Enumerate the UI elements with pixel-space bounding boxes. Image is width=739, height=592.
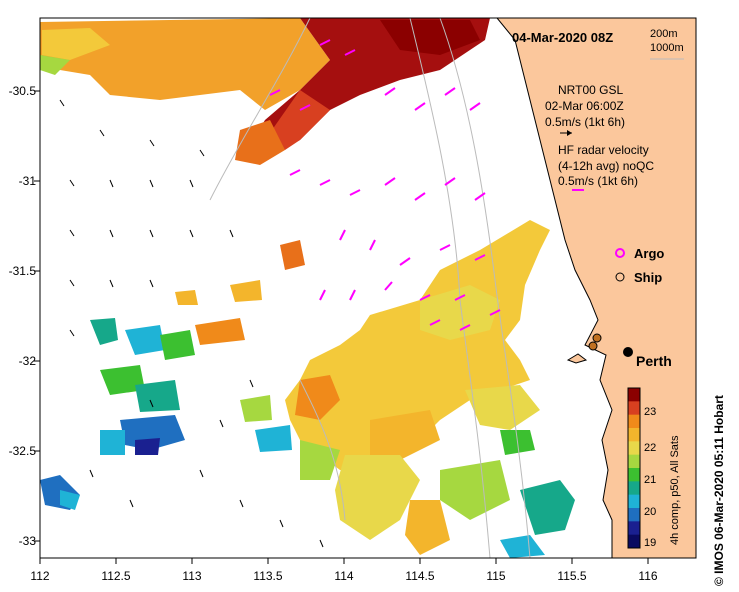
colorbar-label: 4h comp, p50, All Sats [669,435,681,545]
radar-vectors [269,39,501,331]
y-tick-31: -31 [19,174,37,188]
depth-contours [209,17,531,559]
colorbar-tick-22: 22 [644,442,656,454]
colorbar-segment [628,388,640,402]
current-legend-line1: NRT00 GSL [558,83,623,97]
map-title: 04-Mar-2020 08Z [512,30,613,45]
tick-marks [34,90,649,564]
ship-marker-icon [615,272,625,282]
y-tick-33: -33 [19,534,37,548]
radar-legend-line2: (4-12h avg) noQC [558,159,654,173]
x-tick-112-5: 112.5 [101,569,130,583]
colorbar-tick-20: 20 [644,506,656,518]
colorbar-segment [628,468,640,482]
y-tick-32: -32 [19,354,37,368]
radar-legend-line3: 0.5m/s (1kt 6h) [558,174,638,188]
depth-legend-1000m: 1000m [650,42,684,54]
colorbar-tick-23: 23 [644,406,656,418]
argo-marker-icon [615,248,625,258]
x-tick-115-5: 115.5 [557,569,586,583]
colorbar-segment [628,454,640,469]
colorbar-tick-21: 21 [644,474,656,486]
current-legend-line3: 0.5m/s (1kt 6h) [545,115,625,129]
argo-label: Argo [634,246,664,261]
colorbar-segment [628,441,640,456]
x-tick-114-5: 114.5 [405,569,434,583]
credit-text: © IMOS 06-Mar-2020 05:11 Hobart [712,395,726,586]
colorbar-segment [628,494,640,509]
x-tick-113: 113 [182,569,201,583]
colorbar-segment [628,414,640,429]
rottnest-island [566,353,588,364]
sst-layer [40,18,575,558]
current-legend-arrowhead [567,130,572,136]
x-tick-115: 115 [486,569,505,583]
colorbar-segment [628,401,640,416]
ship-label: Ship [634,270,662,285]
colorbar-segment [628,508,640,522]
ship-obs-2 [588,341,598,351]
perth-label: Perth [636,353,672,369]
current-legend-line2: 02-Mar 06:00Z [545,99,624,113]
perth-marker-icon [623,347,633,357]
y-tick-32-5: -32.5 [9,444,37,458]
x-tick-113-5: 113.5 [253,569,282,583]
x-axis: 112 112.5 113 113.5 114 114.5 115 115.5 … [30,569,657,583]
colorbar-segment [628,428,640,442]
x-tick-116: 116 [638,569,657,583]
ship-obs-1 [592,333,602,343]
x-tick-114: 114 [334,569,353,583]
radar-legend-line1: HF radar velocity [558,143,649,157]
colorbar-border [627,387,641,549]
colorbar [627,387,641,549]
y-tick-30-5: -30.5 [9,84,37,98]
colorbar-segment [628,521,640,536]
y-tick-31-5: -31.5 [9,264,37,278]
land-coastline [495,17,697,559]
current-vectors [59,99,324,548]
colorbar-tick-19: 19 [644,537,656,549]
y-axis: -30.5 -31 -31.5 -32 -32.5 -33 [9,84,37,548]
colorbar-segment [628,481,640,496]
x-tick-112: 112 [30,569,49,583]
colorbar-segment [628,534,640,549]
depth-legend-200m: 200m [650,28,678,40]
plot-frame [39,17,697,559]
